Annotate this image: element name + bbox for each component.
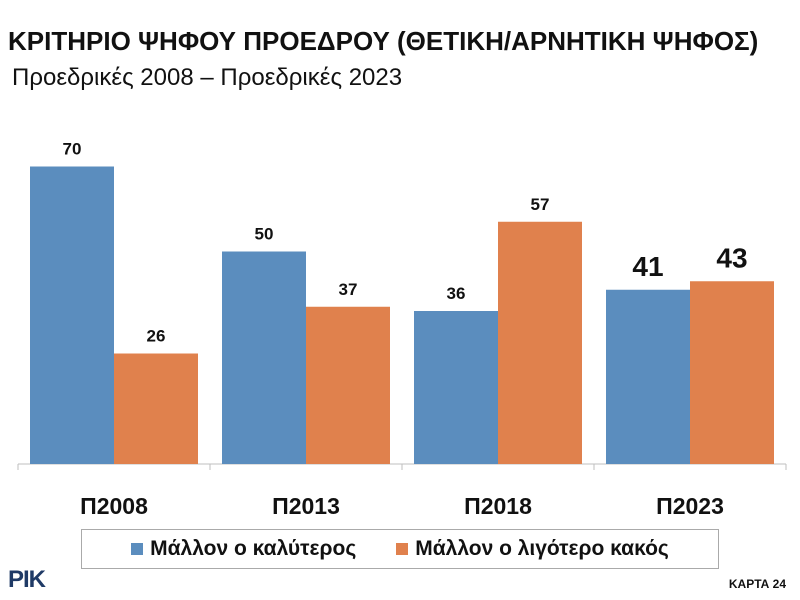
bar-Π2013-series-0 <box>222 251 306 464</box>
legend-label-best: Μάλλον ο καλύτερος <box>150 537 357 560</box>
data-label-Π2023-series-1: 43 <box>716 242 747 273</box>
x-tick-label-Π2018: Π2018 <box>464 493 532 519</box>
chart-subtitle: Προεδρικές 2008 – Προεδρικές 2023 <box>12 64 403 91</box>
data-label-Π2018-series-0: 36 <box>447 284 466 303</box>
bar-Π2008-series-1 <box>114 353 198 464</box>
data-label-Π2008-series-1: 26 <box>147 327 166 346</box>
legend-label-lesser-evil: Μάλλον ο λιγότερο κακός <box>415 537 669 560</box>
bar-Π2023-series-1 <box>690 281 774 464</box>
card-number: ΚΑΡΤΑ 24 <box>728 577 786 591</box>
rik-logo: ΡΙΚ <box>8 566 46 593</box>
legend-swatch-lesser-evil <box>396 543 409 555</box>
chart-title: ΚΡΙΤΗΡΙΟ ΨΗΦΟΥ ΠΡΟΕΔΡΟΥ (ΘΕΤΙΚΗ/ΑΡΝΗΤΙΚΗ… <box>8 26 759 56</box>
legend-swatch-best <box>131 543 144 555</box>
data-label-Π2013-series-1: 37 <box>339 280 358 299</box>
bar-Π2008-series-0 <box>30 166 114 464</box>
x-tick-label-Π2013: Π2013 <box>272 493 340 519</box>
chart-legend: Μάλλον ο καλύτερος Μάλλον ο λιγότερο κακ… <box>81 529 719 569</box>
bar-Π2018-series-0 <box>414 311 498 464</box>
data-label-Π2008-series-0: 70 <box>63 140 82 159</box>
data-label-Π2023-series-0: 41 <box>632 251 663 282</box>
bar-Π2023-series-0 <box>606 289 690 464</box>
legend-item-best: Μάλλον ο καλύτερος <box>131 537 356 561</box>
x-tick-label-Π2008: Π2008 <box>80 493 148 519</box>
data-label-Π2018-series-1: 57 <box>531 195 550 214</box>
bar-Π2013-series-1 <box>306 306 390 464</box>
x-tick-label-Π2023: Π2023 <box>656 493 724 519</box>
bar-Π2018-series-1 <box>498 221 582 464</box>
legend-item-lesser-evil: Μάλλον ο λιγότερο κακός <box>396 537 669 561</box>
data-label-Π2013-series-0: 50 <box>255 225 274 244</box>
